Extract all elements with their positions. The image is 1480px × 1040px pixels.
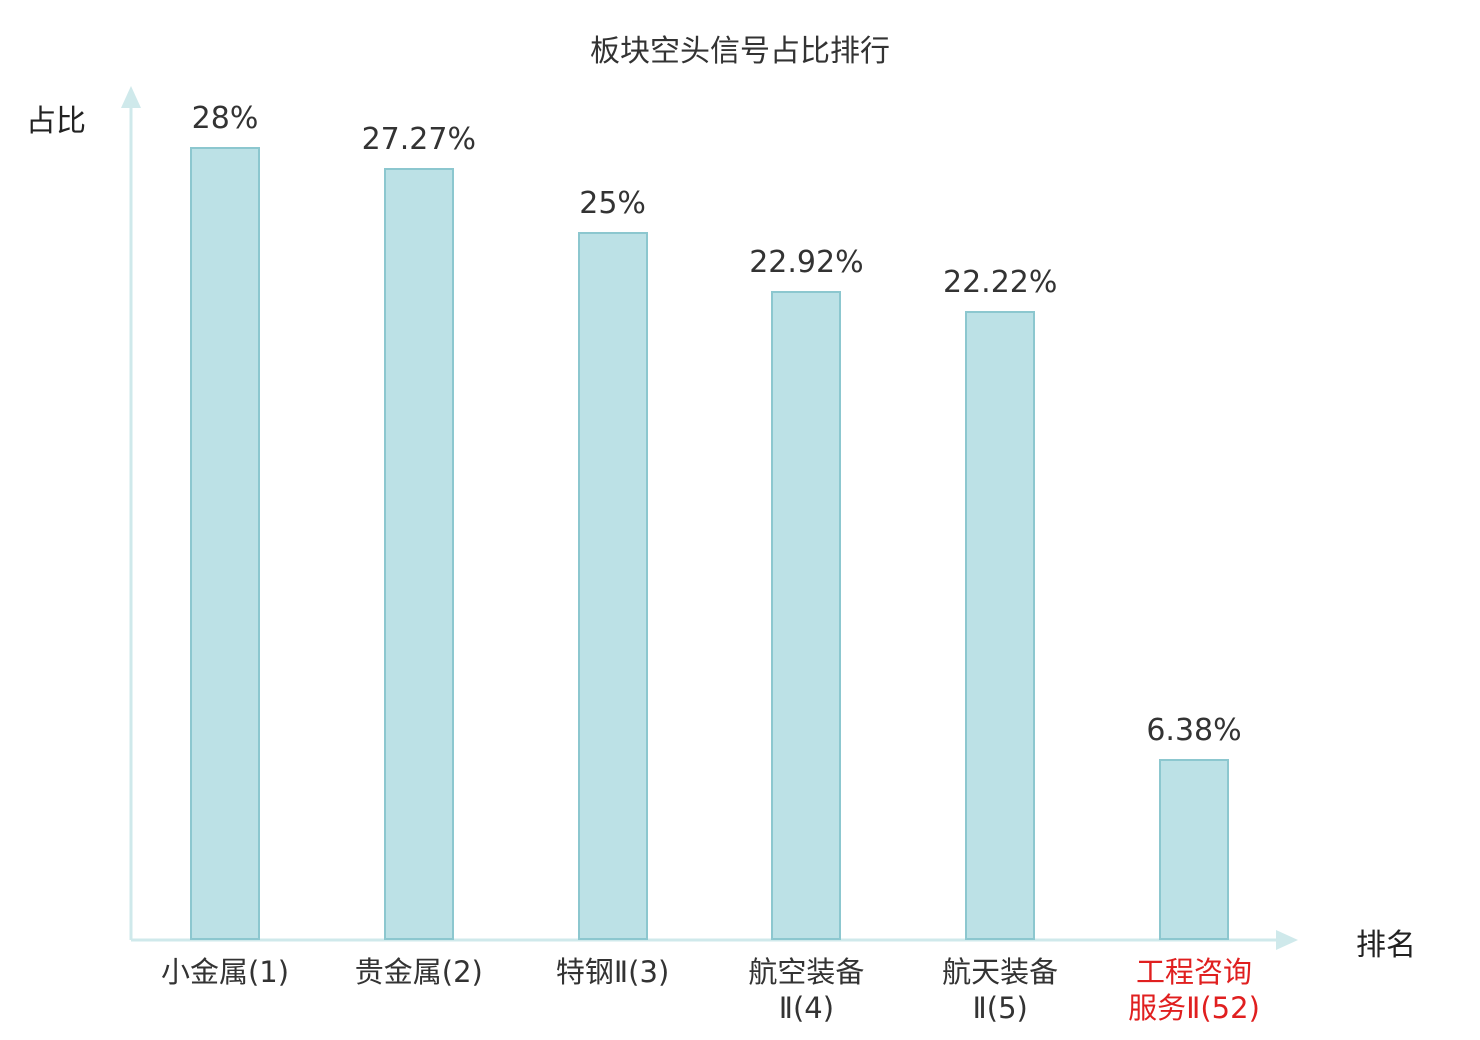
category-line: 航天装备 [942,955,1059,989]
bar [383,168,454,940]
category-line: Ⅱ(4) [778,991,835,1026]
bar [577,232,648,940]
x-axis-label: 排名 [1356,928,1416,963]
chart-title: 板块空头信号占比排行 [590,34,890,69]
category-line: 特钢Ⅱ(3) [555,955,670,989]
bar [965,311,1036,940]
bar-value-label: 22.22% [942,265,1058,300]
category-line: 贵金属(2) [354,955,483,989]
bar [771,291,842,940]
y-axis-label: 占比 [26,104,86,139]
bar-category-label: 特钢Ⅱ(3) [493,954,733,990]
category-line: 服务Ⅱ(52) [1128,991,1260,1026]
bar-value-label: 6.38% [1146,713,1242,748]
bar-category-label: 工程咨询 服务Ⅱ(52) [1074,954,1314,1027]
bar-category-label: 航天装备 Ⅱ(5) [880,954,1120,1027]
bar-value-label: 28% [191,101,259,136]
bar-category-label: 小金属(1) [105,954,345,990]
bar-category-label: 贵金属(2) [299,954,539,990]
category-line: 小金属(1) [160,955,290,989]
bar [1159,759,1229,940]
category-line: Ⅱ(5) [972,991,1028,1026]
bar-value-label: 27.27% [361,122,476,157]
category-line: 工程咨询 [1135,955,1252,989]
bar-category-label: 航空装备 Ⅱ(4) [686,954,926,1027]
category-line: 航空装备 [748,955,865,989]
bar-value-label: 22.92% [749,245,864,280]
bar [190,147,260,940]
y-axis-arrow-icon [121,86,141,108]
x-axis-arrow-icon [1276,930,1298,950]
bar-value-label: 25% [579,186,646,221]
